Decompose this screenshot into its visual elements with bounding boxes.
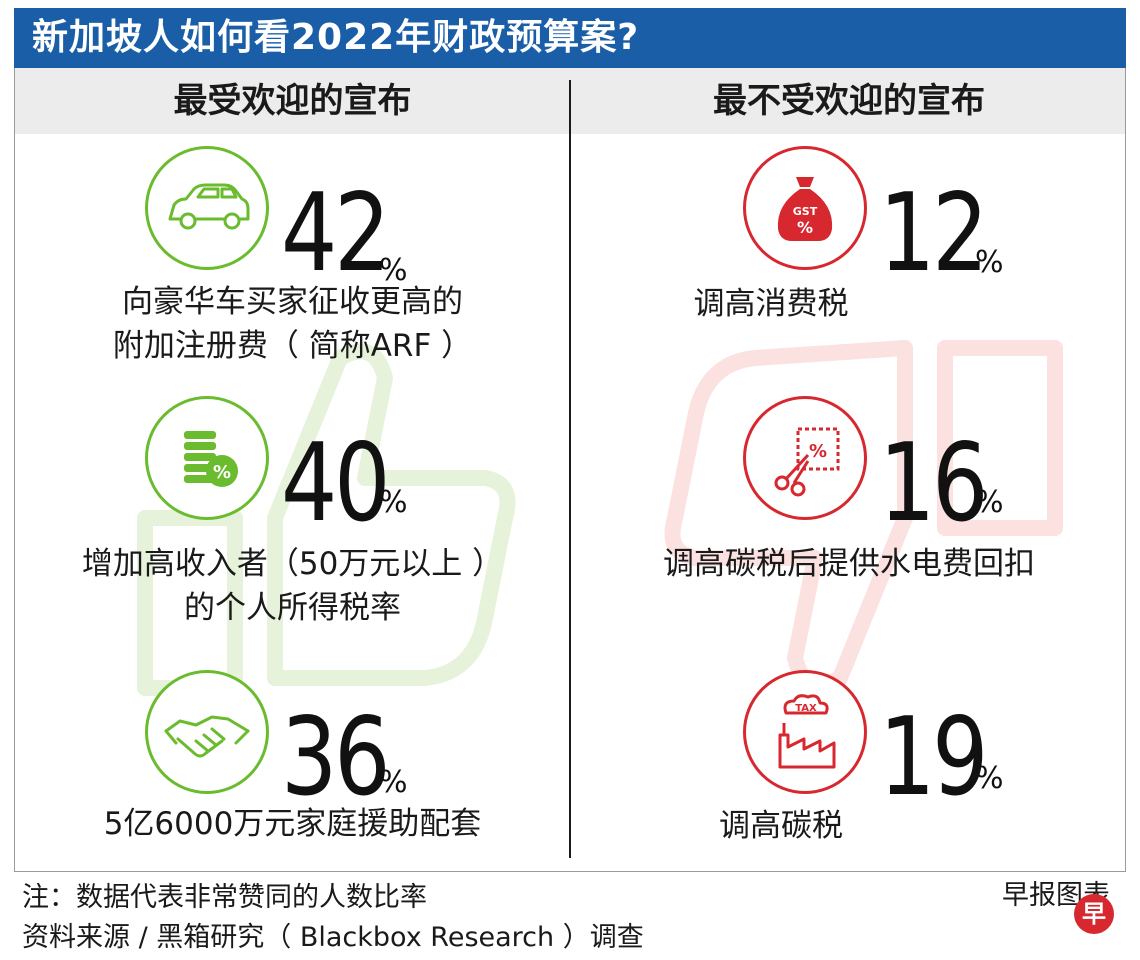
column-divider <box>569 80 571 858</box>
value-label: 36 <box>281 695 390 820</box>
gst-text: GST <box>793 205 818 218</box>
handshake-icon <box>145 670 269 794</box>
item-label-line: 向豪华车买家征收更高的 <box>122 284 463 320</box>
coin-percent-text: % <box>213 462 231 483</box>
item-label-line: 增加高收入者（50万元以上 ） <box>81 546 504 582</box>
percent-sign: % <box>975 245 1004 280</box>
item-label-line: 附加注册费（ 简称ARF ） <box>112 328 473 364</box>
value-label: 16 <box>879 421 988 546</box>
value-label: 40 <box>281 421 390 546</box>
value-label: 42 <box>281 171 390 296</box>
percent-sign: % <box>379 765 408 800</box>
scissors-coupon-icon: % <box>743 396 867 520</box>
car-icon <box>145 146 269 270</box>
gst-money-bag-icon: GST % <box>743 146 867 270</box>
chart-frame: 最受欢迎的宣布 最不受欢迎的宣布 42 % 向豪华车买家征收更高的 <box>14 68 1126 872</box>
item-label-line: 调高碳税后提供水电费回扣 <box>663 546 1035 582</box>
percent-sign: % <box>975 761 1004 796</box>
item-label-line: 5亿6000万元家庭援助配套 <box>103 806 482 842</box>
popular-header: 最受欢迎的宣布 <box>173 81 412 121</box>
value-label: 19 <box>879 695 988 820</box>
coupon-percent-text: % <box>809 441 827 462</box>
source-line: 资料来源 / 黑箱研究（ Blackbox Research ）调查 <box>22 922 644 953</box>
thumbs-down-watermark-icon <box>664 340 1063 693</box>
item-label-line: 的个人所得税率 <box>184 590 401 626</box>
item-label-line: 调高消费税 <box>693 286 849 322</box>
zaobao-logo: 早 <box>1074 894 1114 934</box>
factory-tax-icon: TAX <box>743 670 867 794</box>
tax-text: TAX <box>795 703 817 714</box>
coins-percent-icon: % <box>145 396 269 520</box>
percent-sign: % <box>379 485 408 520</box>
percent-sign: % <box>379 253 408 288</box>
value-label: 12 <box>879 171 988 296</box>
item-label-line: 调高碳税 <box>719 808 843 844</box>
percent-sign: % <box>975 485 1004 520</box>
gst-percent-text: % <box>797 218 813 237</box>
unpopular-header: 最不受欢迎的宣布 <box>713 81 985 121</box>
chart-title: 新加坡人如何看2022年财政预算案? <box>14 8 1126 68</box>
footnote: 注：数据代表非常赞同的人数比率 <box>22 882 427 913</box>
